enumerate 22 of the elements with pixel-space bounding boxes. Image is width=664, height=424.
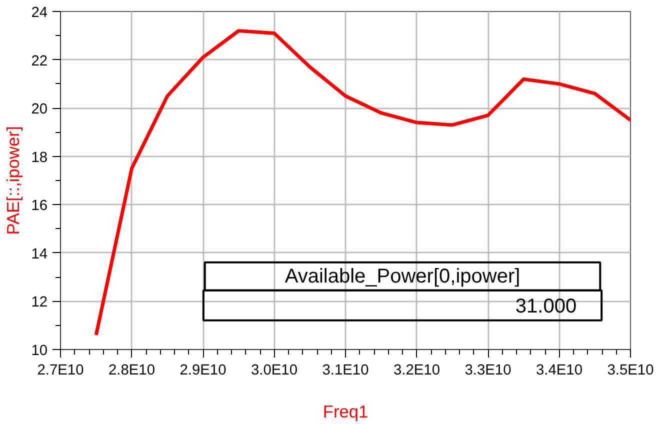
y-tick-label: 24 [31, 5, 48, 21]
y-tick-label: 20 [31, 102, 48, 118]
x-tick-label: 3.2E10 [394, 362, 440, 378]
annotation: Available_Power[0,ipower] [284, 265, 520, 288]
x-tick-label: 2.9E10 [180, 362, 226, 378]
x-tick-label: 3.4E10 [536, 362, 582, 378]
x-axis-title: Freq1 [322, 402, 368, 422]
line-series [94, 29, 630, 337]
x-tick-label: 3.1E10 [322, 362, 369, 378]
y-tick-label: 18 [31, 150, 48, 166]
y-tick-label: 12 [31, 294, 48, 311]
annotation: 31.000 [515, 295, 577, 318]
y-tick-label: 16 [31, 198, 48, 214]
y-tick-label: 14 [31, 246, 48, 262]
x-tick-label: 2.8E10 [108, 362, 155, 378]
x-tick-label: 2.7E10 [37, 362, 84, 378]
x-tick-label: 3.0E10 [251, 362, 298, 378]
x-tick-label: 3.5E10 [607, 362, 654, 378]
x-tick-label: 3.3E10 [464, 362, 512, 378]
y-tick-label: 10 [31, 343, 48, 359]
y-axis-title: PAE[::,ipower] [3, 126, 24, 235]
y-tick-label: 22 [31, 53, 48, 70]
